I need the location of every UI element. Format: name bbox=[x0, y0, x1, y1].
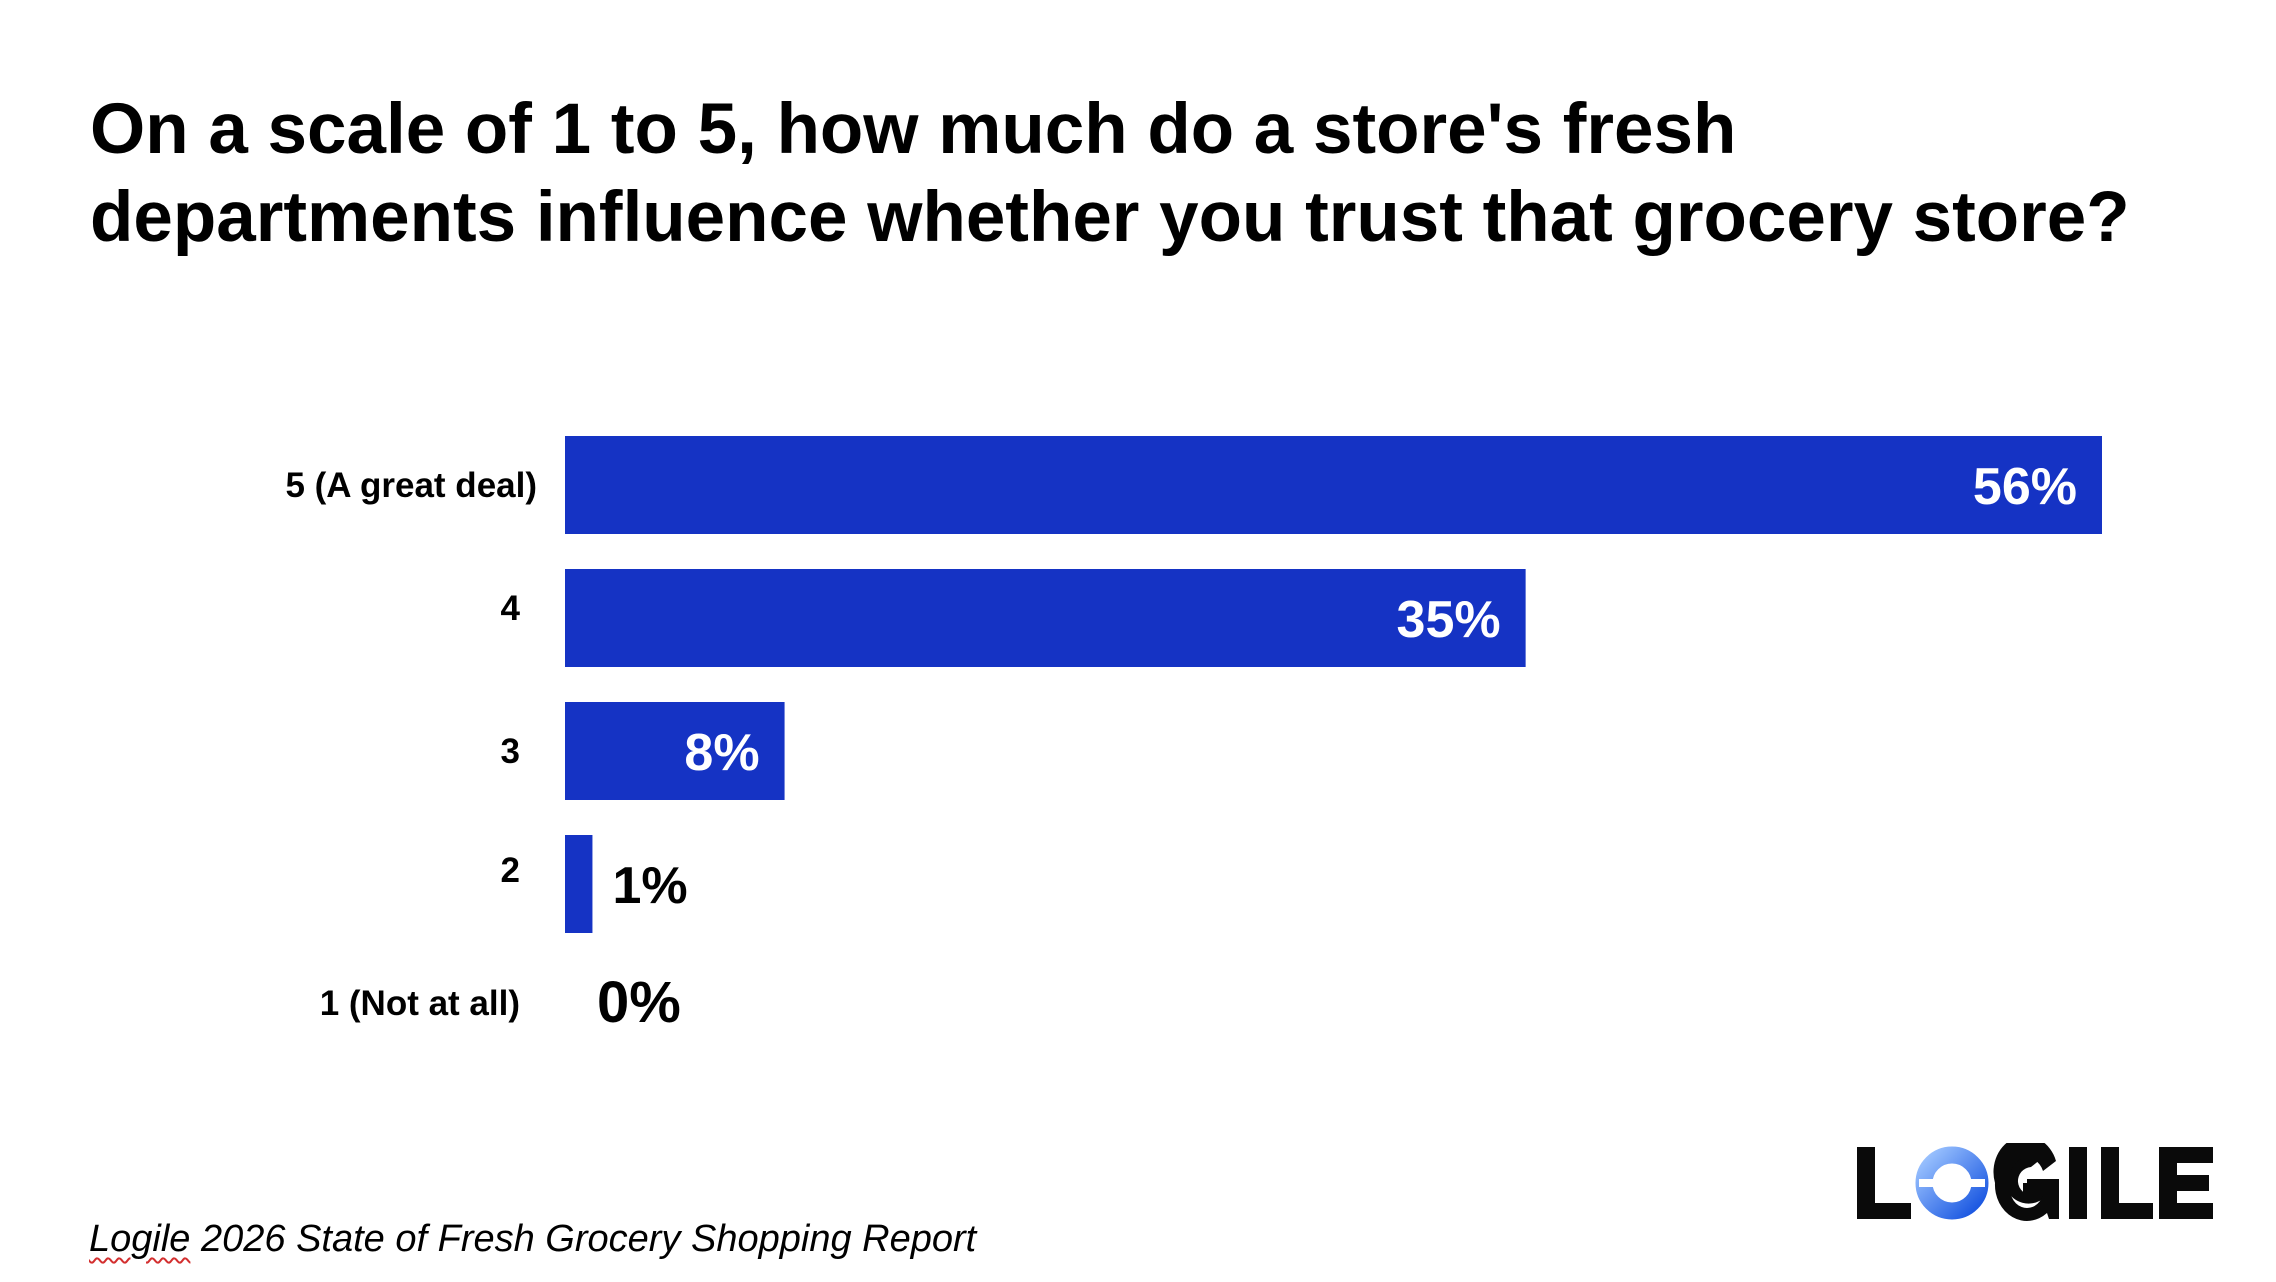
category-label-2: 4 bbox=[501, 589, 521, 628]
value-label-2: 35% bbox=[1397, 591, 1501, 649]
value-label-1: 56% bbox=[1973, 458, 2077, 516]
bar-2 bbox=[565, 569, 1526, 667]
source-brand: Logile bbox=[89, 1218, 191, 1260]
logo-letter-l bbox=[1857, 1147, 1911, 1219]
value-label-4: 1% bbox=[612, 857, 687, 915]
logo-o-icon bbox=[1915, 1146, 1989, 1220]
bar-1 bbox=[565, 436, 2102, 534]
logo-letter-g bbox=[2004, 1155, 2047, 1204]
bar-4 bbox=[565, 835, 593, 933]
logo-letter-l2 bbox=[2101, 1147, 2153, 1219]
chart-title-line-2: departments influence whether you trust … bbox=[90, 178, 2130, 257]
logo-letter-i bbox=[2069, 1147, 2087, 1219]
category-label-4: 2 bbox=[501, 851, 520, 890]
logo-letter-e bbox=[2159, 1147, 2213, 1219]
category-label-3: 3 bbox=[501, 732, 520, 771]
category-label-5: 1 (Not at all) bbox=[320, 984, 520, 1023]
category-label-1: 5 (A great deal) bbox=[285, 466, 537, 505]
source-caption: Logile 2026 State of Fresh Grocery Shopp… bbox=[89, 1218, 976, 1261]
chart-title: On a scale of 1 to 5, how much do a stor… bbox=[90, 86, 2210, 262]
bar-3 bbox=[565, 702, 785, 800]
value-label-3: 8% bbox=[684, 724, 759, 782]
logile-logo bbox=[1857, 1143, 2213, 1221]
chart-title-line-1: On a scale of 1 to 5, how much do a stor… bbox=[90, 90, 1737, 169]
source-title: 2026 State of Fresh Grocery Shopping Rep… bbox=[190, 1218, 977, 1260]
value-label-5: 0% bbox=[597, 970, 681, 1035]
